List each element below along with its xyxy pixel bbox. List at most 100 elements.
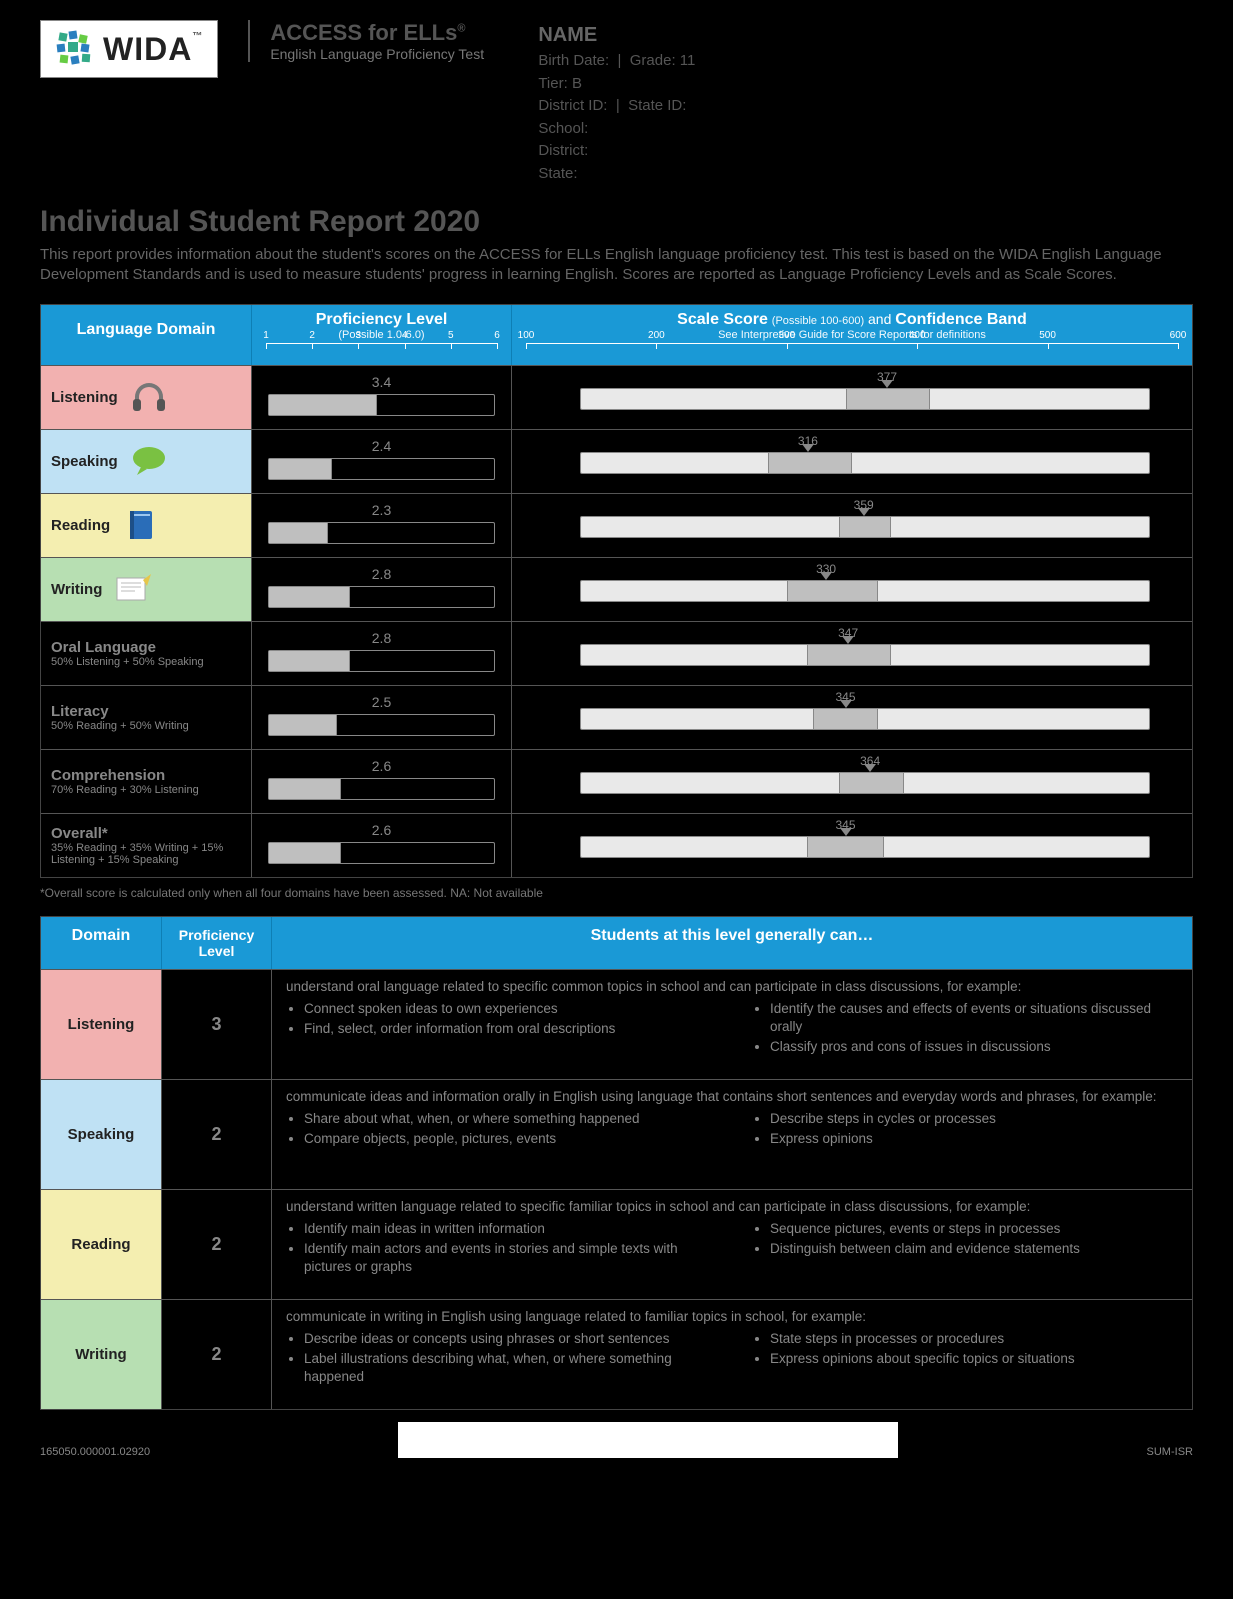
student-state: State:	[538, 163, 1193, 186]
score-row-comprehension: Comprehension70% Reading + 30% Listening…	[41, 749, 1192, 813]
descriptor-domain: Listening	[41, 970, 161, 1079]
domain-label: Oral Language	[51, 639, 156, 656]
proficiency-bar	[268, 650, 495, 672]
score-row-literacy: Literacy50% Reading + 50% Writing2.5345	[41, 685, 1192, 749]
scale-marker-icon	[864, 764, 876, 772]
domain-formula: 70% Reading + 30% Listening	[51, 784, 199, 796]
descriptor-level: 2	[161, 1190, 271, 1299]
proficiency-value: 2.3	[262, 502, 501, 518]
domain-label: Speaking	[51, 453, 118, 470]
proficiency-bar	[268, 842, 495, 864]
descriptor-domain: Reading	[41, 1190, 161, 1299]
scores-header-row: Language Domain Proficiency Level (Possi…	[41, 305, 1192, 365]
descriptor-text: understand oral language related to spec…	[271, 970, 1192, 1079]
scale-bar-wrap: 330	[528, 566, 1176, 606]
descriptor-text: communicate in writing in English using …	[271, 1300, 1192, 1409]
descriptor-row-writing: Writing2communicate in writing in Englis…	[41, 1299, 1192, 1409]
scores-header-proficiency: Proficiency Level (Possible 1.0-6.0) 123…	[251, 305, 511, 365]
score-row-writing: Writing2.8330	[41, 557, 1192, 621]
desc-header-level: Proficiency Level	[161, 917, 271, 969]
proficiency-axis: 123456	[266, 343, 497, 359]
confidence-band	[807, 836, 885, 858]
domain-label: Comprehension	[51, 767, 165, 784]
domain-label: Overall*	[51, 825, 108, 842]
desc-header-domain: Domain	[41, 917, 161, 969]
page-footer: 165050.000001.02920 SUM-ISR	[40, 1422, 1193, 1458]
scale-bar-wrap: 359	[528, 502, 1176, 542]
descriptor-level: 2	[161, 1300, 271, 1409]
descriptors-table: Domain Proficiency Level Students at thi…	[40, 916, 1193, 1410]
wida-logo-icon	[55, 29, 95, 69]
wida-logo-text: WIDA™	[103, 31, 203, 68]
student-school: School:	[538, 118, 1193, 141]
proficiency-bar	[268, 394, 495, 416]
report-intro: This report provides information about t…	[40, 245, 1193, 286]
descriptor-text: understand written language related to s…	[271, 1190, 1192, 1299]
proficiency-value: 2.6	[262, 822, 501, 838]
proficiency-bar	[268, 714, 495, 736]
scale-marker-icon	[840, 700, 852, 708]
proficiency-value: 2.4	[262, 438, 501, 454]
confidence-band	[839, 772, 904, 794]
descriptor-row-speaking: Speaking2communicate ideas and informati…	[41, 1079, 1192, 1189]
report-header: WIDA™ ACCESS for ELLs® English Language …	[40, 20, 1193, 185]
test-title-block: ACCESS for ELLs® English Language Profic…	[248, 20, 508, 62]
book-icon	[120, 508, 162, 542]
scale-bar-wrap: 316	[528, 438, 1176, 478]
descriptor-row-listening: Listening3understand oral language relat…	[41, 969, 1192, 1079]
descriptor-row-reading: Reading2understand written language rela…	[41, 1189, 1192, 1299]
paper-icon	[112, 572, 154, 606]
score-row-overall: Overall*35% Reading + 35% Writing + 15% …	[41, 813, 1192, 877]
descriptors-header: Domain Proficiency Level Students at thi…	[41, 917, 1192, 969]
score-row-oral: Oral Language50% Listening + 50% Speakin…	[41, 621, 1192, 685]
scores-table: Language Domain Proficiency Level (Possi…	[40, 304, 1193, 878]
descriptor-text: communicate ideas and information orally…	[271, 1080, 1192, 1189]
scale-marker-icon	[802, 444, 814, 452]
scale-marker-icon	[858, 508, 870, 516]
scale-marker-icon	[842, 636, 854, 644]
speech-icon	[128, 444, 170, 478]
student-ids: District ID: | State ID:	[538, 95, 1193, 118]
scale-marker-icon	[881, 380, 893, 388]
test-title: ACCESS for ELLs®	[270, 20, 508, 46]
score-row-reading: Reading 2.3 359	[41, 493, 1192, 557]
proficiency-bar	[268, 778, 495, 800]
scale-bar-wrap: 345	[528, 822, 1176, 862]
confidence-band	[768, 452, 852, 474]
descriptor-domain: Speaking	[41, 1080, 161, 1189]
proficiency-value: 2.6	[262, 758, 501, 774]
scale-bar-wrap: 377	[528, 374, 1176, 414]
footer-left-code: 165050.000001.02920	[40, 1446, 150, 1458]
student-tier: Tier: B	[538, 73, 1193, 96]
scores-header-domain: Language Domain	[41, 305, 251, 365]
proficiency-value: 3.4	[262, 374, 501, 390]
proficiency-bar	[268, 586, 495, 608]
scale-bar-wrap: 347	[528, 630, 1176, 670]
report-title: Individual Student Report 2020	[40, 205, 1193, 239]
scale-marker-icon	[820, 572, 832, 580]
proficiency-bar	[268, 522, 495, 544]
score-row-speaking: Speaking 2.4 316	[41, 429, 1192, 493]
student-district: District:	[538, 140, 1193, 163]
domain-formula: 50% Listening + 50% Speaking	[51, 656, 204, 668]
confidence-band	[787, 580, 878, 602]
descriptor-domain: Writing	[41, 1300, 161, 1409]
confidence-band	[807, 644, 891, 666]
proficiency-bar	[268, 458, 495, 480]
test-subtitle: English Language Proficiency Test	[270, 46, 508, 62]
proficiency-value: 2.8	[262, 566, 501, 582]
wida-logo: WIDA™	[40, 20, 218, 78]
footer-right-code: SUM-ISR	[1147, 1446, 1193, 1458]
descriptor-level: 3	[161, 970, 271, 1079]
scale-marker-icon	[840, 828, 852, 836]
student-birth-grade: Birth Date: | Grade: 11	[538, 50, 1193, 73]
domain-label: Reading	[51, 517, 110, 534]
confidence-band	[813, 708, 878, 730]
descriptor-level: 2	[161, 1080, 271, 1189]
student-info: NAME Birth Date: | Grade: 11 Tier: B Dis…	[538, 20, 1193, 185]
report-page: WIDA™ ACCESS for ELLs® English Language …	[0, 0, 1233, 1498]
desc-header-text: Students at this level generally can…	[271, 917, 1192, 969]
footer-barcode-area	[398, 1422, 898, 1458]
confidence-band	[839, 516, 891, 538]
score-row-listening: Listening3.4377	[41, 365, 1192, 429]
